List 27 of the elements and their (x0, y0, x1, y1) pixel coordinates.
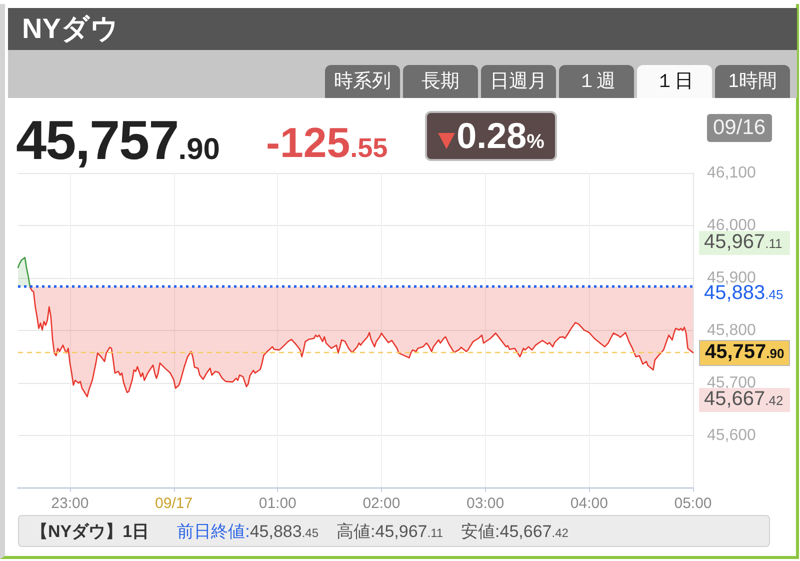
x-tick-label: 02:00 (362, 495, 400, 512)
text: 09/16 (707, 114, 772, 142)
x-tick-label: 05:00 (674, 495, 712, 512)
text: 時系列 (325, 65, 400, 98)
y-tick-label: 45,800 (707, 322, 756, 339)
text: 前日終値:45,883.45 (177, 522, 318, 540)
text: １週 (559, 65, 634, 98)
x-tick-label: 03:00 (466, 495, 504, 512)
text: 45,757.90 (16, 109, 220, 171)
y-tick-label: 45,900 (707, 270, 756, 286)
text: -125.55 (266, 119, 388, 166)
text: 日週月 (481, 65, 556, 98)
y-tick-label: 46,100 (707, 164, 756, 182)
text: 安値:45,667.42 (461, 522, 568, 540)
text: 1時間 (715, 65, 790, 98)
text: １日 (637, 65, 712, 98)
text: 【NYダウ】1日 (31, 520, 150, 542)
x-tick-label: 01:00 (258, 495, 296, 512)
x-tick-label: 09/17 (154, 495, 193, 512)
x-tick-label: 23:00 (51, 495, 89, 512)
x-tick-label: 04:00 (570, 495, 608, 512)
text: 長期 (403, 65, 478, 98)
ref-line-label: 45,757.90 (705, 340, 784, 363)
y-tick-label: 45,600 (707, 427, 756, 444)
text: 高値:45,967.11 (336, 522, 444, 540)
text: 0.28% (456, 115, 544, 156)
chart-title: NYダウ (22, 12, 119, 46)
